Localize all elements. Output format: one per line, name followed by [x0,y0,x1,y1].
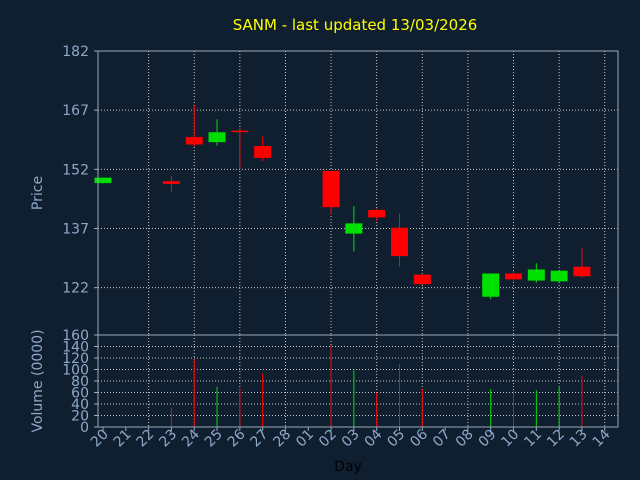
x-tick-label: 10 [498,427,522,451]
candle-body [550,270,568,282]
x-tick-labels: 2021222324252627280102030405060708091011… [88,426,614,450]
chart-title: SANM - last updated 13/03/2026 [233,16,478,34]
candle [550,270,568,284]
price-grid [98,50,618,335]
candle-body [573,266,591,277]
x-tick-label: 26 [225,426,249,450]
volume-tick-label: 0 [80,420,89,436]
x-tick-label: 05 [384,427,408,451]
price-tick-label: 137 [62,222,89,238]
x-tick-label: 28 [270,427,294,451]
x-tick-label: 22 [134,427,158,451]
volume-tick-label: 40 [71,397,89,413]
x-tick-label: 27 [248,427,272,451]
price-y-ticks: 182 167 152 137 122 [62,44,98,297]
volume-grid [98,334,618,428]
candle-body [368,209,386,218]
price-plot-frame [97,50,619,336]
x-tick-label: 23 [156,427,180,451]
candle [527,263,545,283]
price-candles [94,105,591,300]
candle-body [345,223,363,234]
x-axis-label: Day [334,459,362,475]
volume-tick-label: 120 [62,351,89,367]
candle-body [390,227,408,257]
candle [322,170,340,215]
price-panel: 182 167 152 137 122 Price [30,44,619,336]
candle-body [527,269,545,281]
x-tick-label: 12 [544,427,568,451]
candle-body [505,273,523,280]
volume-tick-label: 160 [62,328,89,344]
x-tick-label: 08 [453,427,477,451]
x-tick-label: 14 [590,426,614,450]
price-tick-label: 122 [62,281,89,297]
x-tick-label: 13 [567,427,591,451]
candle [390,213,408,267]
candle [94,177,112,184]
volume-tick-label: 80 [71,374,89,390]
candle [254,136,272,162]
candle [505,270,523,282]
x-tick-label: 07 [430,427,454,451]
candle [413,274,431,285]
candle-body [254,146,272,158]
price-axis-label: Price [30,176,46,210]
x-tick-label: 20 [88,427,112,451]
x-tick-label: 01 [293,427,317,451]
candle [231,128,249,169]
price-tick-label: 152 [62,162,89,178]
candle-body [231,130,249,133]
candle [345,206,363,252]
candle [573,247,591,278]
candle [368,208,386,221]
x-tick-label: 06 [407,426,431,450]
candle-body [482,273,500,297]
candle [482,273,500,300]
volume-axis-label: Volume (0000) [30,329,46,432]
price-tick-label: 167 [62,103,89,119]
candle [162,176,180,192]
x-tick-label: 21 [111,427,135,451]
price-tick-label: 182 [62,44,89,60]
x-tick-label: 24 [179,426,203,450]
candle [208,119,226,146]
x-tick-label: 09 [476,427,500,451]
volume-tick-label: 140 [62,340,89,356]
candle-body [322,170,340,208]
volume-tick-label: 100 [62,363,89,379]
x-tick-label: 25 [202,427,226,451]
x-tick-label: 11 [521,427,545,451]
volume-tick-label: 60 [71,386,89,402]
x-tick-label: 03 [339,427,363,451]
candle [185,105,203,147]
volume-tick-label: 20 [71,409,89,425]
x-tick-label: 04 [362,426,386,450]
candle-body [413,274,431,285]
candle-body [94,177,112,184]
x-tick-label: 02 [316,427,340,451]
candle-body [162,181,180,184]
volume-bars [170,345,583,427]
candle-body [208,132,226,143]
candle-body [185,136,203,145]
